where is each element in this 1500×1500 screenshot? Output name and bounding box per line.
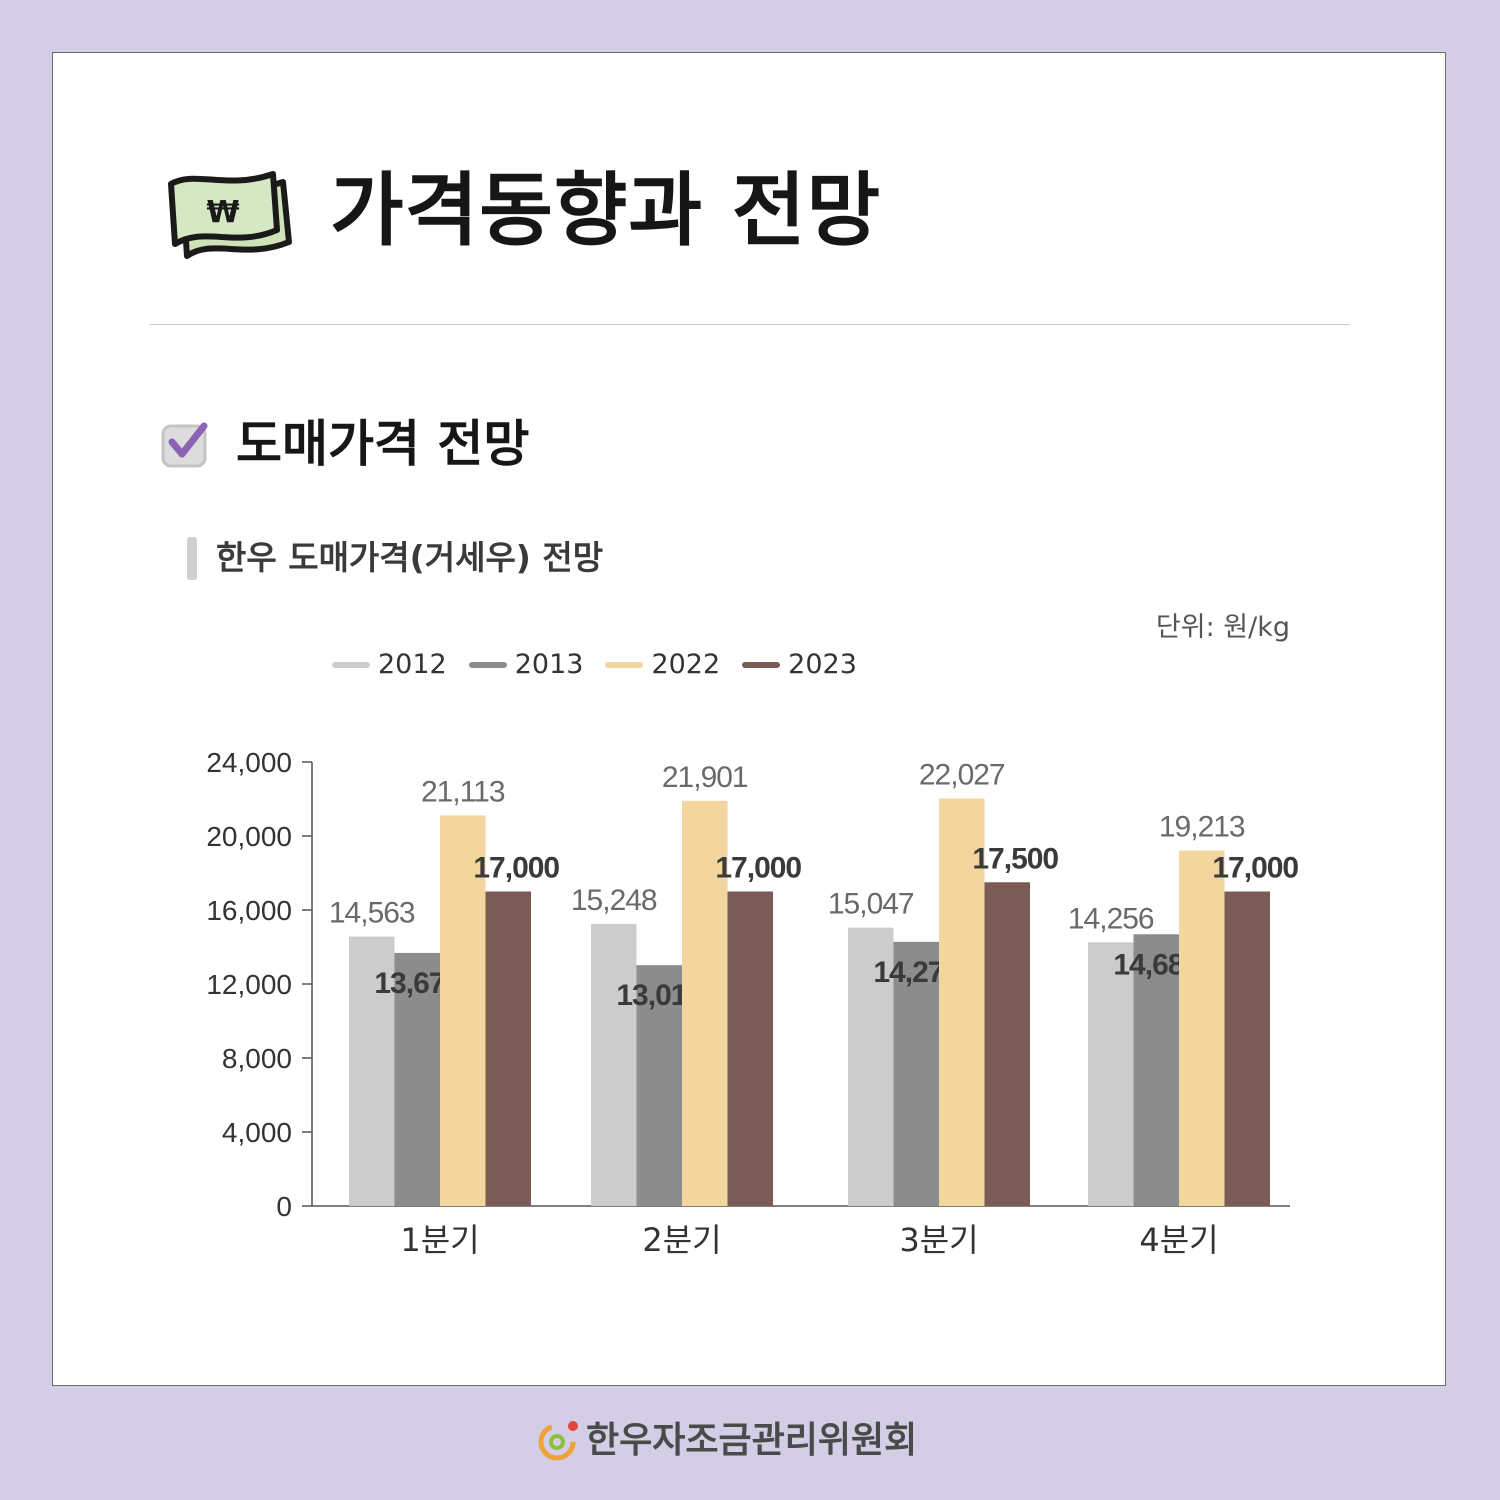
footer-org-name: 한우자조금관리위원회 xyxy=(586,1420,918,1461)
data-label: 21,901 xyxy=(662,761,748,794)
bar-2023-1 xyxy=(485,891,531,1206)
bar-2012-2 xyxy=(591,923,637,1206)
hanwoo-logo-icon xyxy=(538,1421,578,1461)
checkbox-checked-icon xyxy=(161,422,208,468)
x-tick-label: 1분기 xyxy=(400,1221,479,1259)
bar-2022-4 xyxy=(1179,850,1225,1206)
bar-2013-4 xyxy=(1133,934,1179,1206)
bar-2013-3 xyxy=(893,941,939,1206)
bar-2013-1 xyxy=(394,952,440,1206)
bar-2023-2 xyxy=(727,891,773,1206)
legend-swatch xyxy=(332,662,370,668)
bar-2023-4 xyxy=(1224,891,1270,1206)
legend-label: 2022 xyxy=(651,649,721,680)
y-tick-label: 12,000 xyxy=(206,969,292,1000)
data-label: 17,500 xyxy=(972,842,1058,875)
legend-swatch xyxy=(742,662,781,668)
data-label: 17,000 xyxy=(715,852,801,885)
data-label: 14,563 xyxy=(329,897,415,930)
data-label: 19,213 xyxy=(1159,811,1245,844)
legend-item-2012: 2012 xyxy=(332,646,447,684)
data-label: 15,047 xyxy=(828,888,914,921)
page-title: 가격동향과 전망 xyxy=(330,164,882,257)
legend-label: 2013 xyxy=(514,649,584,680)
data-label: 17,000 xyxy=(1212,852,1298,885)
data-label: 21,113 xyxy=(421,775,505,808)
bar-2013-2 xyxy=(636,965,682,1206)
x-tick-label: 4분기 xyxy=(1139,1221,1218,1259)
y-tick-label: 20,000 xyxy=(206,821,292,852)
chart-title: 한우 도매가격(거세우) 전망 xyxy=(216,538,604,577)
bar-2022-1 xyxy=(440,815,486,1206)
bar-2022-2 xyxy=(682,800,728,1206)
chart-title-marker xyxy=(187,537,197,580)
y-tick-label: 24,000 xyxy=(206,747,292,778)
y-tick-label: 8,000 xyxy=(222,1043,292,1074)
legend-item-2013: 2013 xyxy=(468,646,584,684)
x-tick-label: 2분기 xyxy=(642,1221,721,1259)
bar-2022-3 xyxy=(939,798,985,1206)
x-tick-label: 3분기 xyxy=(899,1221,978,1259)
data-label: 14,256 xyxy=(1068,902,1154,935)
legend-swatch xyxy=(605,662,644,668)
unit-label: 단위: 원/kg xyxy=(1155,612,1290,643)
divider xyxy=(150,324,1350,325)
bar-2012-3 xyxy=(848,927,894,1206)
won-symbol: ₩ xyxy=(206,195,239,230)
legend-item-2023: 2023 xyxy=(742,646,857,684)
bar-2012-1 xyxy=(349,936,395,1206)
bar-2012-4 xyxy=(1088,942,1134,1206)
data-label: 17,000 xyxy=(473,852,559,885)
legend-swatch xyxy=(468,662,507,668)
y-tick-label: 16,000 xyxy=(206,895,292,926)
chart-legend: 2012 2013 2022 2023 xyxy=(332,646,879,684)
legend-item-2022: 2022 xyxy=(605,646,720,684)
section-title: 도매가격 전망 xyxy=(236,415,530,473)
money-bill-won-icon: ₩ xyxy=(168,171,292,259)
y-tick-label: 4,000 xyxy=(222,1117,292,1148)
bar-2023-3 xyxy=(984,882,1030,1206)
data-label: 15,248 xyxy=(571,884,657,917)
legend-label: 2012 xyxy=(378,649,447,680)
y-tick-label: 0 xyxy=(276,1191,292,1222)
legend-label: 2023 xyxy=(788,649,857,680)
data-label: 22,027 xyxy=(919,759,1005,792)
